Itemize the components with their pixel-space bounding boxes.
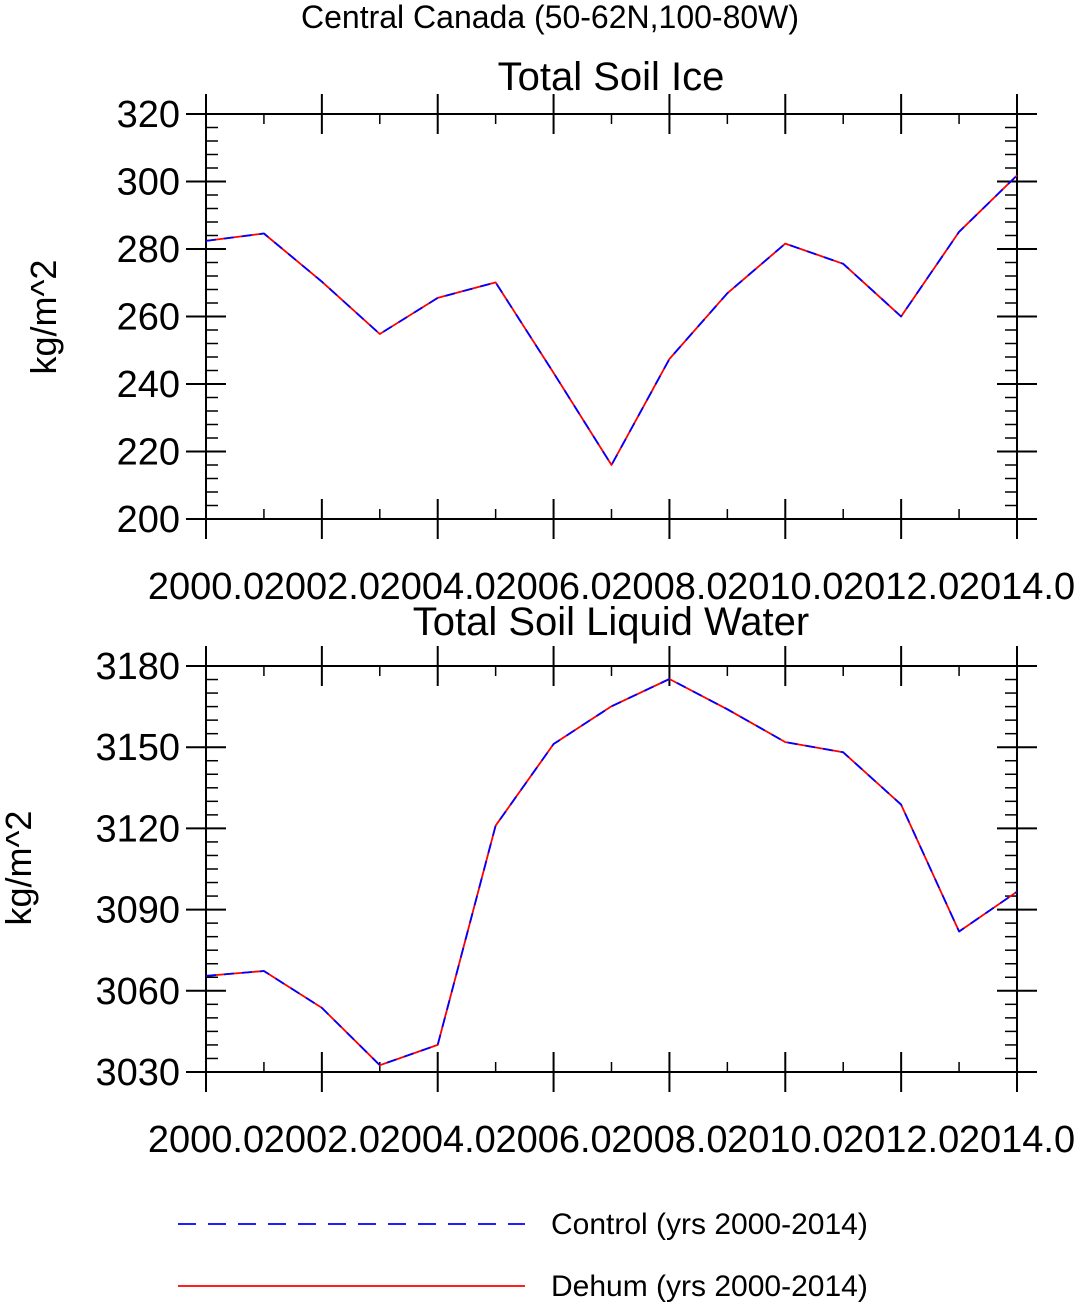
x-tick-label: 2010.0 — [727, 566, 843, 608]
y-tick-label: 240 — [117, 364, 180, 406]
plot-frame — [205, 113, 1018, 520]
panel-soil-liquid-water: Total Soil Liquid Water kg/m^2 303030603… — [0, 600, 1075, 1161]
y-tick-label: 3090 — [95, 890, 180, 932]
x-tick-label: 2008.0 — [611, 566, 727, 608]
figure-title: Central Canada (50-62N,100-80W) — [301, 0, 799, 35]
x-tick-label: 2008.0 — [611, 1119, 727, 1161]
x-tick-label: 2002.0 — [264, 1119, 380, 1161]
x-tick-label: 2006.0 — [495, 1119, 611, 1161]
y-tick-label: 3150 — [95, 727, 180, 769]
y-tick-label: 3120 — [95, 808, 180, 850]
y-tick-label: 320 — [117, 94, 180, 136]
series-line-control — [205, 174, 1018, 466]
x-tick-label: 2014.0 — [959, 1119, 1075, 1161]
legend: Control (yrs 2000-2014) Dehum (yrs 2000-… — [178, 1208, 868, 1303]
panel-title-soil-liquid-water: Total Soil Liquid Water — [413, 600, 809, 644]
x-tick-label: 2014.0 — [959, 566, 1075, 608]
legend-label-dehum: Dehum (yrs 2000-2014) — [551, 1270, 868, 1303]
y-tick-label: 3030 — [95, 1052, 180, 1094]
x-tick-label: 2012.0 — [843, 1119, 959, 1161]
y-tick-label: 3180 — [95, 646, 180, 688]
x-tick-label: 2002.0 — [264, 566, 380, 608]
plot-frame — [205, 665, 1018, 1073]
panel-title-soil-ice: Total Soil Ice — [498, 55, 725, 99]
x-tick-label: 2010.0 — [727, 1119, 843, 1161]
series-line-dehum — [205, 174, 1018, 466]
y-tick-label: 3060 — [95, 971, 180, 1013]
series-line-dehum — [205, 678, 1018, 1067]
x-tick-label: 2006.0 — [495, 566, 611, 608]
plot-area-soil-liquid-water: 3030 3060 3090 3120 3150 3180 2000.0 2002.0 2004… — [95, 646, 1075, 1161]
y-axis-label-soil-ice: kg/m^2 — [23, 260, 64, 375]
y-tick-label: 200 — [117, 499, 180, 541]
y-tick-label: 280 — [117, 229, 180, 271]
x-tick-label: 2004.0 — [380, 1119, 496, 1161]
legend-label-control: Control (yrs 2000-2014) — [551, 1208, 868, 1241]
y-tick-label: 220 — [117, 432, 180, 474]
y-tick-label: 260 — [117, 297, 180, 339]
y-tick-label: 300 — [117, 162, 180, 204]
x-tick-label: 2000.0 — [148, 566, 264, 608]
x-tick-label: 2000.0 — [148, 1119, 264, 1161]
panel-soil-ice: Total Soil Ice kg/m^2 200 220 240 260 280 300… — [23, 55, 1075, 608]
y-axis-label-soil-liquid-water: kg/m^2 — [0, 811, 39, 926]
series-line-control — [205, 678, 1018, 1067]
x-tick-label: 2012.0 — [843, 566, 959, 608]
x-tick-label: 2004.0 — [380, 566, 496, 608]
